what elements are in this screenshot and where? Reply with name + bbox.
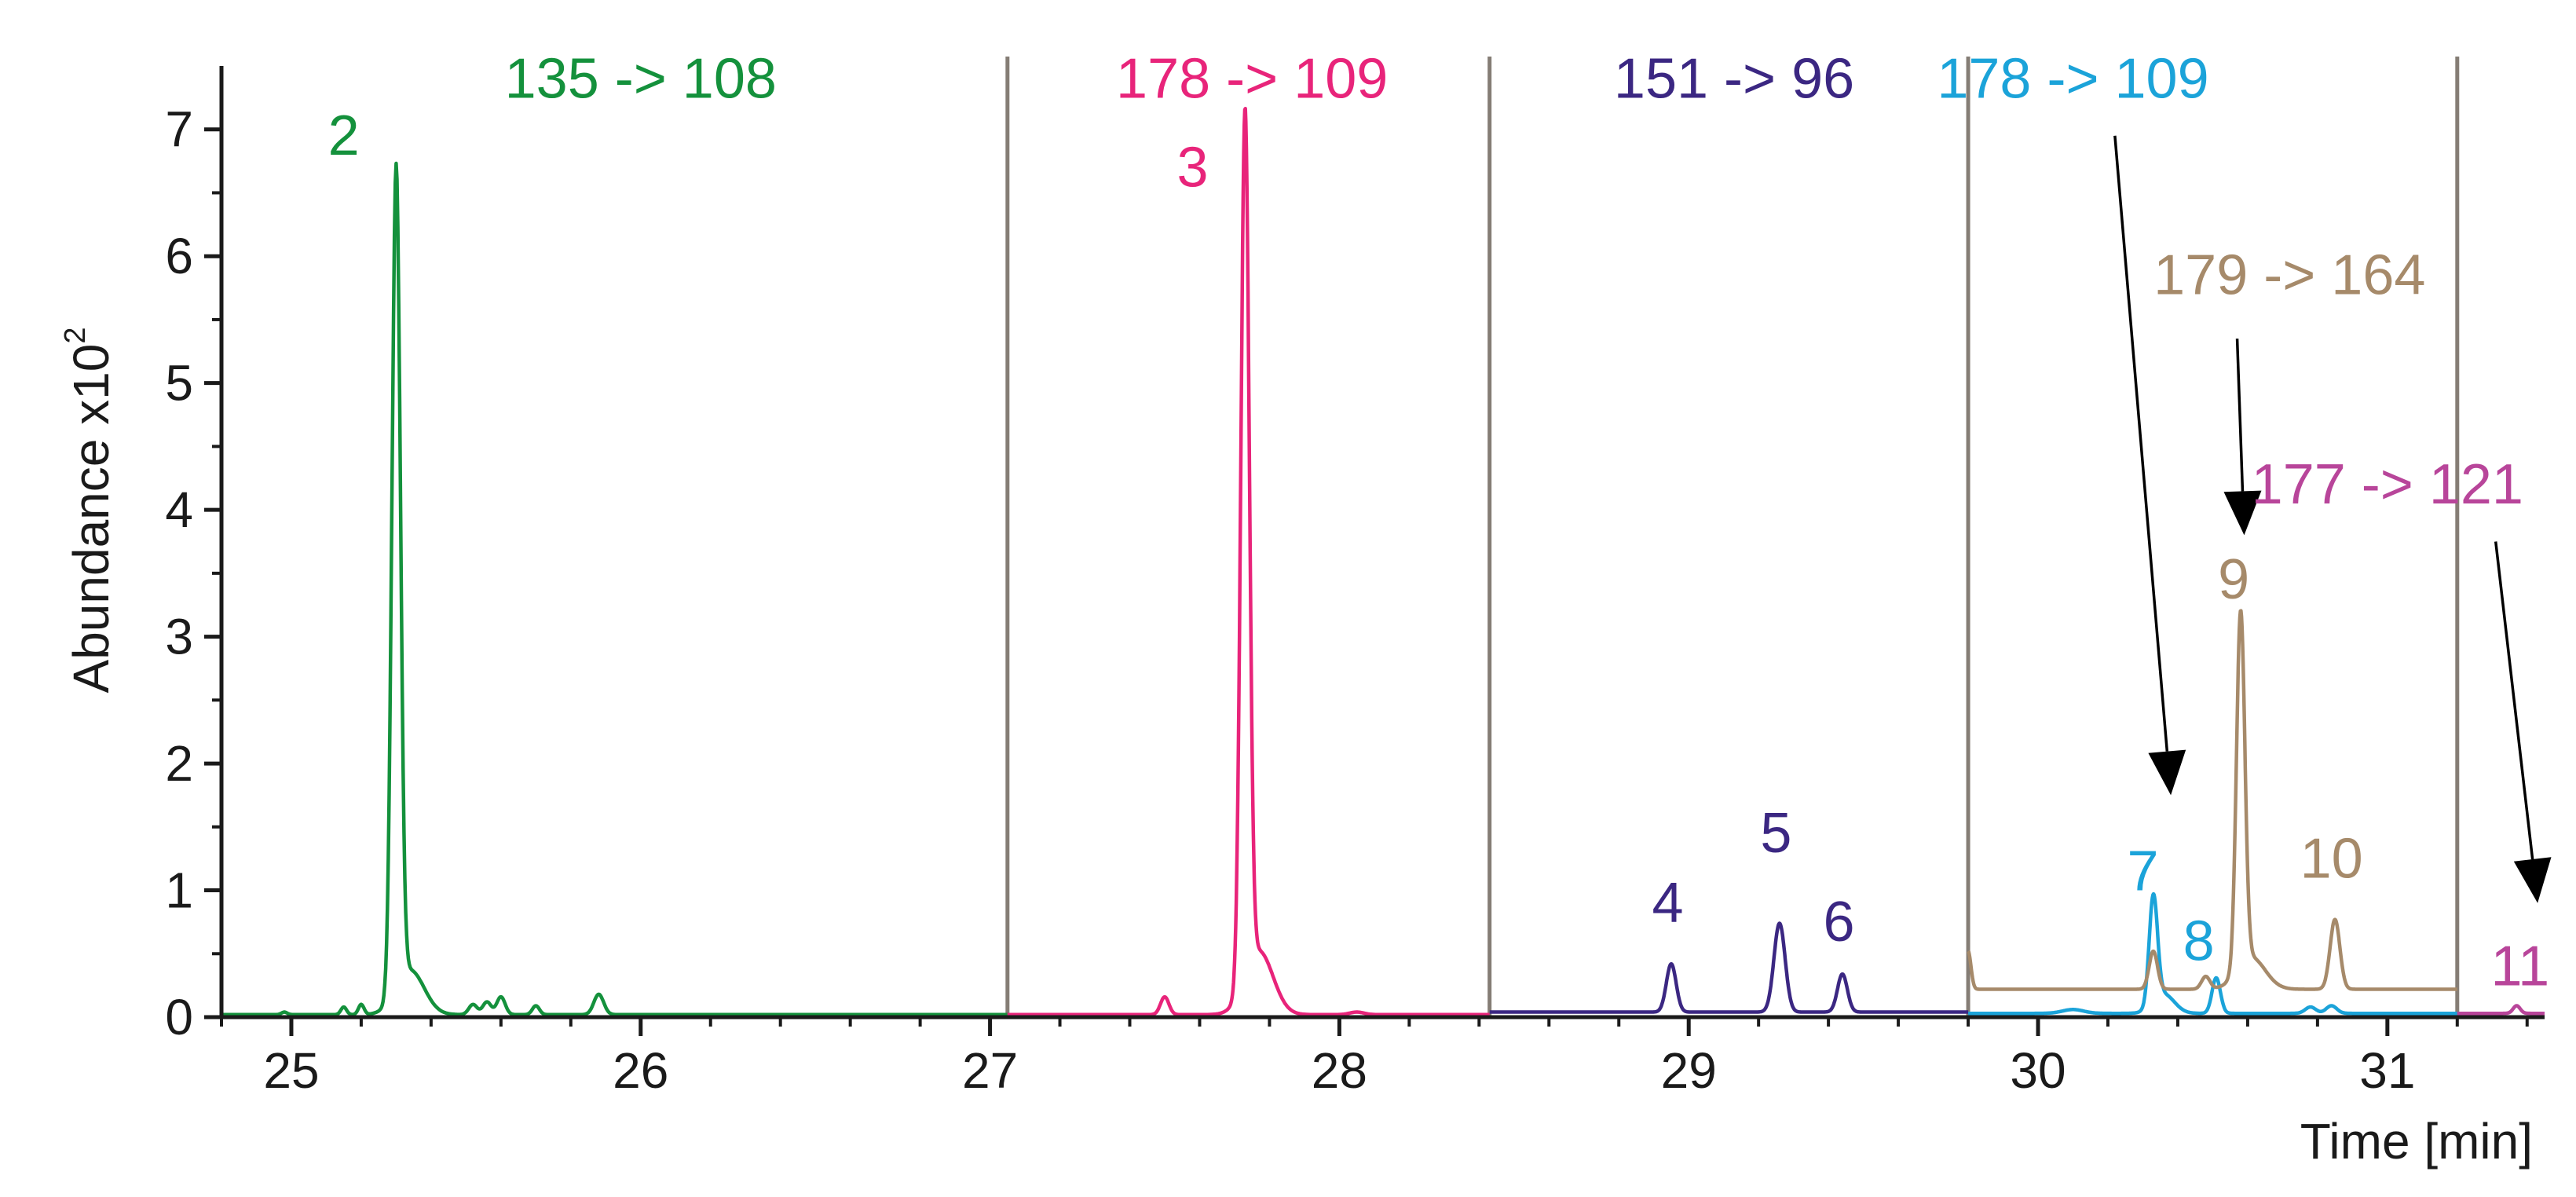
- peak-label-3: 3: [1177, 136, 1209, 199]
- x-axis-title: Time [min]: [2300, 1113, 2533, 1170]
- y-tick-label: 4: [165, 481, 193, 538]
- transition-label-0: 135 -> 108: [505, 47, 777, 110]
- peak-label-6: 6: [1823, 891, 1854, 954]
- y-axis-title-base: Abundance x10: [63, 344, 119, 694]
- x-tick-label: 31: [2359, 1042, 2415, 1099]
- arrow-shaft-2: [2494, 541, 2534, 860]
- arrow-shaft-1: [2235, 339, 2245, 492]
- transition-label-3: 178 -> 109: [1937, 47, 2208, 110]
- peak-label-7: 7: [2127, 840, 2158, 903]
- series-line-3: [1967, 891, 2459, 1016]
- peak-label-4: 4: [1652, 872, 1683, 935]
- y-tick-label: 0: [165, 989, 193, 1045]
- series-layer: [220, 106, 2547, 1017]
- arrow-head-0: [2148, 749, 2186, 796]
- y-tick-label: 3: [165, 609, 193, 665]
- y-axis-title: Abundance x102: [59, 328, 119, 694]
- arrow-head-1: [2223, 490, 2262, 536]
- peak-label-8: 8: [2183, 910, 2215, 972]
- series-line-1: [1006, 106, 1491, 1017]
- arrows-layer: [2113, 135, 2552, 903]
- series-line-5: [2455, 1004, 2547, 1016]
- y-tick-label: 1: [165, 862, 193, 919]
- series-line-2: [1488, 921, 1970, 1014]
- y-tick-label: 2: [165, 735, 193, 792]
- transition-label-4: 179 -> 164: [2153, 244, 2425, 307]
- peak-label-10: 10: [2300, 827, 2363, 890]
- y-tick-label: 6: [165, 228, 193, 284]
- x-tick-label: 30: [2010, 1042, 2066, 1099]
- series-line-4: [1967, 609, 2459, 991]
- transition-labels: 135 -> 108 178 -> 109 151 -> 96 178 -> 109 1…: [505, 47, 2523, 516]
- x-tick-label: 28: [1312, 1042, 1367, 1099]
- peak-label-5: 5: [1760, 802, 1791, 865]
- y-axis-ticks: 0 1 2 3 4 5 6 7: [165, 101, 221, 1045]
- transition-label-1: 178 -> 109: [1116, 47, 1388, 110]
- y-axis-title-exponent: 2: [59, 328, 92, 344]
- segment-dividers: [1005, 57, 2460, 1017]
- x-tick-label: 27: [962, 1042, 1018, 1099]
- transition-label-5: 177 -> 121: [2252, 453, 2523, 516]
- x-tick-label: 25: [263, 1042, 319, 1099]
- y-tick-label: 7: [165, 101, 193, 158]
- peak-label-2: 2: [328, 104, 360, 167]
- x-tick-label: 29: [1661, 1042, 1717, 1099]
- peak-label-11: 11: [2490, 935, 2549, 998]
- x-axis-ticks: 25 26 27 28 29 30 31: [220, 1017, 2529, 1099]
- arrow-shaft-0: [2113, 135, 2169, 752]
- arrow-head-2: [2513, 857, 2552, 903]
- y-tick-label: 5: [165, 355, 193, 412]
- series-line-0: [220, 161, 1008, 1017]
- transition-label-2: 151 -> 96: [1614, 47, 1854, 110]
- peak-label-9: 9: [2218, 548, 2249, 611]
- x-tick-label: 26: [613, 1042, 668, 1099]
